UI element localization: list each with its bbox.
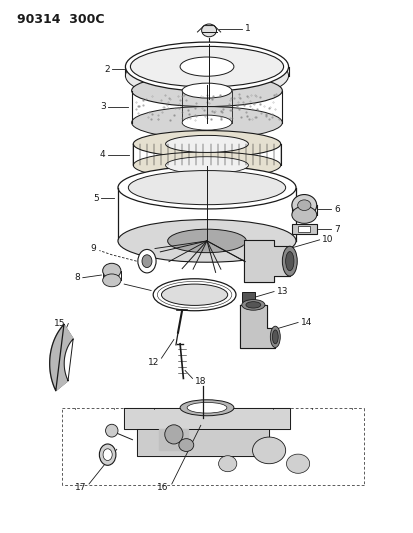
Text: 90314  300C: 90314 300C [17, 13, 104, 26]
Text: 4: 4 [100, 150, 105, 159]
Text: 11: 11 [109, 278, 121, 286]
Ellipse shape [105, 424, 118, 437]
Text: 5: 5 [93, 194, 99, 203]
Circle shape [103, 449, 112, 461]
Ellipse shape [128, 171, 285, 205]
Ellipse shape [285, 252, 293, 271]
Ellipse shape [125, 51, 288, 100]
Text: 10: 10 [321, 236, 333, 244]
Ellipse shape [118, 166, 295, 209]
Polygon shape [136, 429, 268, 456]
Bar [298, 226, 309, 232]
Bar [291, 224, 316, 234]
Text: 1: 1 [244, 25, 250, 33]
Ellipse shape [291, 195, 316, 216]
Ellipse shape [270, 326, 280, 348]
Ellipse shape [245, 302, 260, 308]
Ellipse shape [138, 249, 156, 273]
Ellipse shape [178, 439, 193, 451]
Text: 2: 2 [104, 65, 109, 74]
Ellipse shape [130, 46, 283, 87]
Ellipse shape [182, 115, 231, 130]
Ellipse shape [167, 229, 246, 253]
Text: 16: 16 [157, 483, 169, 491]
Text: 13: 13 [276, 287, 287, 296]
Polygon shape [240, 305, 275, 348]
Ellipse shape [180, 400, 233, 416]
Ellipse shape [102, 263, 121, 278]
Ellipse shape [286, 454, 309, 473]
Ellipse shape [161, 284, 227, 305]
Polygon shape [124, 408, 289, 429]
Text: 3: 3 [100, 102, 105, 111]
Text: 7: 7 [333, 225, 339, 233]
Polygon shape [244, 240, 289, 282]
Ellipse shape [131, 107, 282, 139]
Text: 12: 12 [148, 358, 159, 367]
Ellipse shape [102, 274, 121, 287]
Ellipse shape [282, 246, 297, 276]
Ellipse shape [125, 42, 288, 91]
Ellipse shape [133, 152, 280, 179]
Text: 9: 9 [90, 244, 96, 253]
Ellipse shape [164, 425, 183, 444]
Ellipse shape [272, 330, 278, 344]
Text: 6: 6 [333, 205, 339, 214]
Polygon shape [50, 325, 73, 391]
Ellipse shape [133, 131, 280, 157]
Ellipse shape [180, 57, 233, 76]
Ellipse shape [142, 255, 152, 268]
Text: 17: 17 [74, 483, 86, 491]
Bar [241, 292, 254, 302]
Ellipse shape [165, 157, 248, 174]
Ellipse shape [201, 24, 216, 37]
Ellipse shape [291, 206, 316, 223]
Ellipse shape [218, 456, 236, 472]
Text: 15: 15 [54, 319, 65, 328]
Ellipse shape [297, 200, 310, 211]
Ellipse shape [182, 83, 231, 98]
Ellipse shape [241, 300, 264, 310]
Polygon shape [159, 429, 188, 450]
Ellipse shape [131, 75, 282, 107]
Ellipse shape [153, 279, 235, 311]
Ellipse shape [165, 135, 248, 152]
Ellipse shape [252, 437, 285, 464]
Circle shape [99, 444, 116, 465]
Text: 14: 14 [300, 318, 311, 327]
Text: 18: 18 [194, 377, 206, 386]
Ellipse shape [118, 220, 295, 262]
Ellipse shape [187, 402, 226, 413]
Text: 8: 8 [74, 273, 80, 282]
